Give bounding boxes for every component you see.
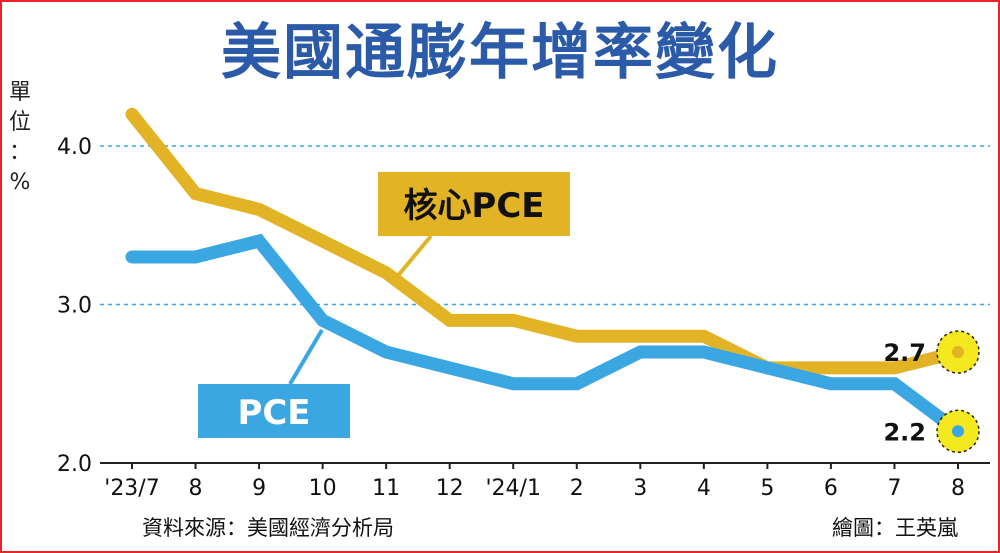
credit-note: 繪圖：王英嵐	[832, 516, 958, 540]
y-tick-label: 3.0	[57, 294, 92, 319]
x-tick-label: 2	[570, 476, 584, 501]
x-tick-label: 6	[824, 476, 838, 501]
label-pointer	[394, 234, 433, 280]
unit-char: ：	[8, 140, 31, 165]
y-tick-label: 4.0	[57, 135, 92, 160]
data-label: 2.2	[883, 418, 926, 446]
unit-label: 單位 ：%	[6, 78, 34, 198]
label-pointer	[288, 328, 324, 386]
x-tick-label: '24/1	[486, 476, 541, 501]
series-line	[125, 233, 965, 438]
x-tick-label: 12	[436, 476, 464, 501]
unit-char: %	[9, 170, 31, 195]
chart-title: 美國通膨年增率變化	[221, 18, 779, 88]
x-tick-label: 7	[887, 476, 901, 501]
unit-char: 位	[8, 110, 31, 135]
endpoint-dot	[952, 346, 964, 359]
y-tick-label: 2.0	[57, 452, 92, 477]
series-label-text: 核心PCE	[403, 186, 544, 226]
x-tick-label: 11	[372, 476, 400, 501]
x-tick-label: 8	[189, 476, 203, 501]
x-tick-label: 5	[760, 476, 774, 501]
data-label: 2.7	[883, 339, 926, 367]
x-tick-label: '23/7	[104, 476, 159, 501]
x-tick-label: 9	[252, 476, 266, 501]
source-note: 資料來源：美國經濟分析局	[142, 516, 394, 540]
series-label-box	[378, 172, 570, 236]
x-tick-label: 10	[309, 476, 337, 501]
series-line	[125, 107, 965, 375]
x-tick-label: 3	[633, 476, 647, 501]
series-label-box	[198, 384, 350, 438]
series-label-text: PCE	[237, 393, 310, 433]
unit-char: 單	[8, 80, 31, 105]
endpoint-dot	[952, 425, 964, 438]
x-tick-label: 8	[951, 476, 965, 501]
x-tick-label: 4	[697, 476, 711, 501]
